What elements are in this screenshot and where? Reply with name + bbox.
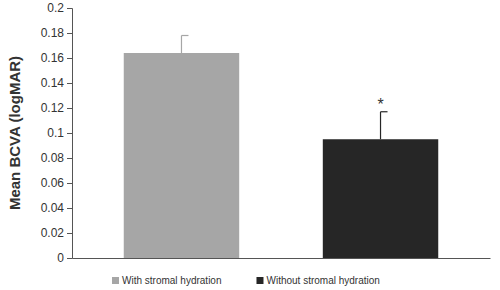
bar [124,53,239,258]
y-tick-mark [67,58,72,59]
y-tick-mark [67,133,72,134]
annotations: * [377,96,383,113]
bar [323,139,438,258]
y-axis-title: Mean BCVA (logMAR) [6,56,23,210]
y-tick: 0.08 [41,151,72,165]
y-tick-label: 0.2 [47,1,64,15]
y-tick: 0 [57,251,72,265]
y-tick-mark [67,8,72,9]
y-tick: 0.02 [41,226,72,240]
plot: 0 0.02 0.04 0.06 0.08 0.1 0.12 0.14 0.16 0.18 0.2 * [41,1,491,265]
y-tick-label: 0.04 [41,201,65,215]
y-tick-label: 0.1 [47,126,64,140]
y-tick-label: 0.12 [41,101,65,115]
y-tick: 0.14 [41,76,72,90]
y-tick: 0.18 [41,26,72,40]
legend-label: Without stromal hydration [266,275,379,286]
legend: With stromal hydration Without stromal hy… [112,275,380,286]
y-tick-label: 0 [57,251,64,265]
error-bar-stem [380,112,381,140]
chart: 0 0.02 0.04 0.06 0.08 0.1 0.12 0.14 0.16 0.18 0.2 *… [0,0,500,290]
legend-item: With stromal hydration [112,275,221,286]
y-tick-mark [67,183,72,184]
y-tick-mark [67,158,72,159]
error-bar [381,112,388,140]
legend-label: With stromal hydration [122,275,221,286]
error-bar [181,36,188,54]
y-tick-label: 0.16 [41,51,65,65]
y-tick-label: 0.14 [41,76,65,90]
bars [124,36,438,259]
y-tick-label: 0.06 [41,176,65,190]
error-bar-cap [181,35,188,36]
y-tick-label: 0.02 [41,226,65,240]
y-tick-mark [67,33,72,34]
y-tick-label: 0.18 [41,26,65,40]
y-tick-label: 0.08 [41,151,65,165]
legend-swatch [112,277,119,284]
y-tick-mark [67,233,72,234]
y-tick: 0.2 [47,1,72,15]
legend-item: Without stromal hydration [256,275,379,286]
y-tick: 0.16 [41,51,72,65]
y-tick: 0.04 [41,201,72,215]
y-axis-line [67,9,73,259]
annotation: * [377,96,383,113]
y-tick-mark [67,108,72,109]
y-tick-mark [67,83,72,84]
y-tick-mark [67,208,72,209]
x-axis-line [73,258,491,259]
y-axis: 0 0.02 0.04 0.06 0.08 0.1 0.12 0.14 0.16 0.18 0.2 [41,1,73,265]
y-tick: 0.12 [41,101,72,115]
error-bar-stem [181,36,182,54]
y-tick: 0.1 [47,126,72,140]
y-tick: 0.06 [41,176,72,190]
legend-swatch [256,277,263,284]
y-tick-mark [67,258,72,259]
